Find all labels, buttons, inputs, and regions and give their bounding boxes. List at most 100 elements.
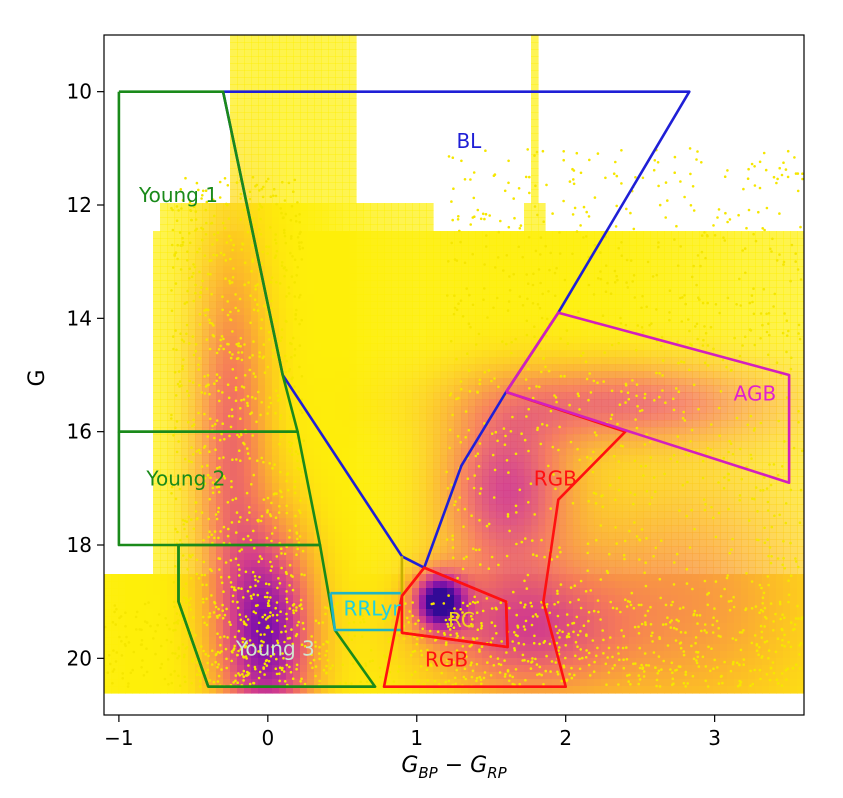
density-cell (412, 553, 420, 561)
density-cell (426, 672, 434, 680)
density-cell (258, 189, 266, 197)
density-cell (216, 448, 224, 456)
density-cell (468, 343, 476, 351)
density-cell (237, 665, 245, 673)
density-cell (216, 553, 224, 561)
density-cell (461, 420, 469, 428)
density-cell (314, 196, 322, 204)
density-cell (265, 441, 273, 449)
density-cell (293, 280, 301, 288)
density-cell (307, 644, 315, 652)
density-cell (461, 308, 469, 316)
density-cell (391, 273, 399, 281)
density-cell (251, 252, 259, 260)
density-cell (160, 448, 168, 456)
density-cell (468, 532, 476, 540)
density-cell (209, 602, 217, 610)
density-cell (244, 553, 252, 561)
density-cell (391, 399, 399, 407)
density-cell (153, 679, 161, 687)
density-cell (489, 231, 497, 239)
density-cell (125, 574, 133, 582)
density-cell (251, 644, 259, 652)
density-cell (384, 518, 392, 526)
density-cell (293, 175, 301, 183)
density-cell (237, 560, 245, 568)
density-cell (426, 336, 434, 344)
density-cell (237, 252, 245, 260)
density-cell (279, 238, 287, 246)
density-cell (230, 301, 238, 309)
density-cell (461, 399, 469, 407)
density-cell (475, 651, 483, 659)
density-cell (384, 511, 392, 519)
density-cell (272, 623, 280, 631)
density-cell (279, 133, 287, 141)
density-cell (342, 448, 350, 456)
density-cell (419, 483, 427, 491)
density-cell (587, 385, 595, 393)
density-cell (594, 343, 602, 351)
density-cell (398, 231, 406, 239)
density-cell (356, 427, 364, 435)
density-cell (363, 406, 371, 414)
density-cell (244, 287, 252, 295)
density-cell (580, 434, 588, 442)
density-cell (160, 630, 168, 638)
density-cell (370, 287, 378, 295)
density-cell (195, 406, 203, 414)
density-cell (573, 238, 581, 246)
density-cell (167, 637, 175, 645)
density-cell (587, 623, 595, 631)
density-cell (552, 294, 560, 302)
density-cell (286, 56, 294, 64)
density-cell (552, 448, 560, 456)
density-cell (461, 392, 469, 400)
density-cell (293, 91, 301, 99)
density-cell (468, 581, 476, 589)
density-cell (279, 245, 287, 253)
density-cell (230, 385, 238, 393)
density-cell (202, 504, 210, 512)
density-cell (153, 392, 161, 400)
density-cell (167, 546, 175, 554)
density-cell (419, 322, 427, 330)
density-cell (531, 504, 539, 512)
density-cell (489, 476, 497, 484)
density-cell (454, 287, 462, 295)
density-cell (391, 406, 399, 414)
density-cell (216, 567, 224, 575)
density-cell (174, 280, 182, 288)
density-cell (594, 574, 602, 582)
density-cell (573, 525, 581, 533)
density-cell (342, 378, 350, 386)
density-cell (174, 462, 182, 470)
density-cell (321, 616, 329, 624)
density-cell (244, 77, 252, 85)
density-cell (328, 168, 336, 176)
density-cell (587, 658, 595, 666)
density-cell (293, 49, 301, 57)
density-cell (524, 266, 532, 274)
density-cell (258, 616, 266, 624)
density-cell (237, 35, 245, 43)
density-cell (202, 448, 210, 456)
density-cell (377, 315, 385, 323)
density-cell (321, 462, 329, 470)
density-cell (223, 308, 231, 316)
density-cell (377, 329, 385, 337)
density-cell (545, 455, 553, 463)
density-cell (321, 301, 329, 309)
density-cell (335, 280, 343, 288)
density-cell (426, 231, 434, 239)
density-cell (349, 343, 357, 351)
density-cell (335, 511, 343, 519)
density-cell (307, 518, 315, 526)
density-cell (174, 385, 182, 393)
density-cell (286, 182, 294, 190)
density-cell (104, 644, 112, 652)
density-cell (426, 287, 434, 295)
density-cell (223, 385, 231, 393)
density-cell (174, 490, 182, 498)
density-cell (384, 574, 392, 582)
